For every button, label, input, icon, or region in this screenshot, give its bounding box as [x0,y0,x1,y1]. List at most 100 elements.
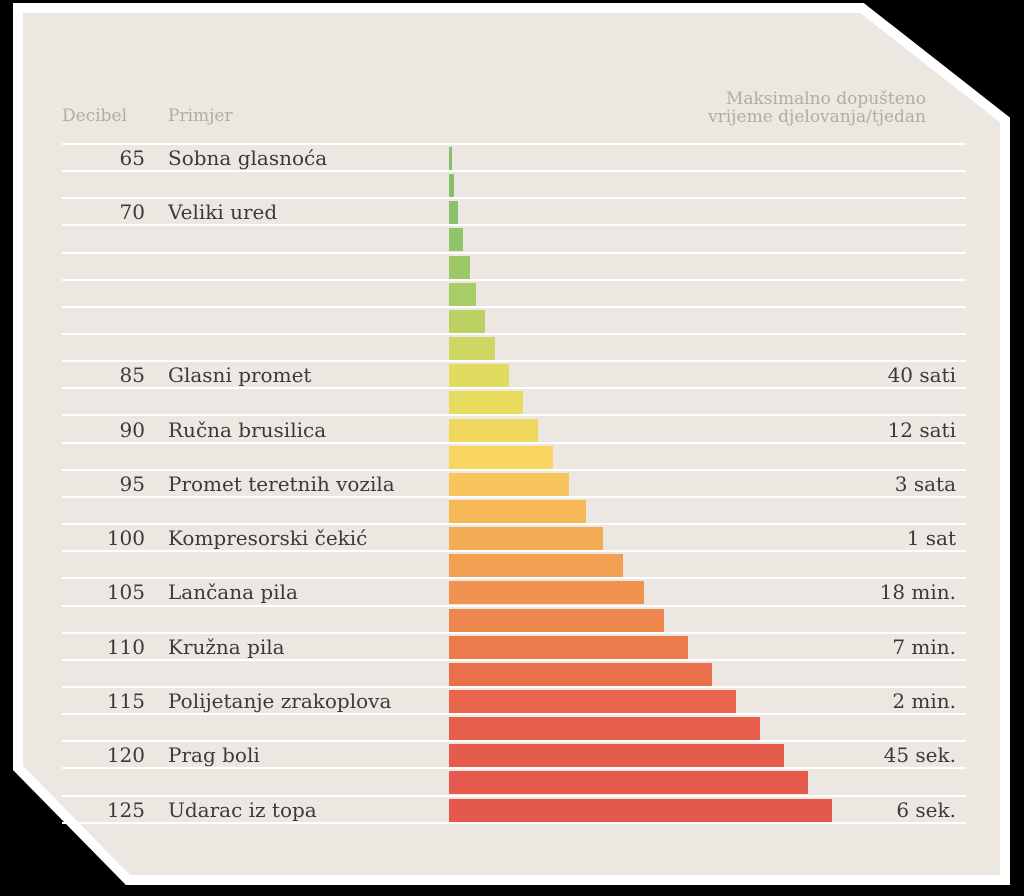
row-separator [62,740,966,743]
chart-row [0,172,1024,200]
row-separator [62,495,966,498]
chart-row [0,607,1024,634]
chart-row: 85 Glasni promet 40 sati [0,362,1024,390]
chart-row [0,226,1024,254]
max-time-label: 7 min. [892,634,956,659]
bar [449,554,623,578]
max-time-label: 18 min. [879,580,956,605]
bar [449,608,664,632]
row-separator [62,441,966,444]
chart-row [0,661,1024,688]
chart-row [0,769,1024,797]
bar [449,364,509,388]
row-separator [62,658,966,661]
bar [449,744,784,768]
chart-row: 105 Lančana pila 18 min. [0,579,1024,607]
decibel-label: 100 [106,526,145,551]
row-separator [62,197,966,200]
row-separator [62,685,966,688]
row-separator [62,360,966,363]
decibel-label: 120 [106,743,145,768]
row-separator [62,305,966,308]
chart-row: 120 Prag boli 45 sek. [0,742,1024,770]
row-separator [62,631,966,634]
row-separator [62,278,966,281]
chart-row: 115 Polijetanje zrakoplova 2 min. [0,688,1024,716]
example-label: Sobna glasnoća [168,146,328,170]
max-time-label: 40 sati [887,363,956,388]
bar [449,391,523,415]
decibel-label: 115 [106,689,145,713]
chart-row: 65 Sobna glasnoća [0,145,1024,173]
example-label: Promet teretnih vozila [168,471,395,496]
bar [449,174,454,198]
row-separator [62,794,966,797]
bar [449,418,538,442]
chart-row [0,335,1024,363]
example-label: Kružna pila [168,634,285,659]
bar [449,228,463,252]
bar [449,662,712,686]
chart-row: 95 Promet teretnih vozila 3 sata [0,471,1024,498]
row-separator [62,414,966,417]
decibel-label: 90 [119,417,145,442]
chart-row: 90 Ručna brusilica 12 sati [0,417,1024,444]
bar [449,472,569,496]
row-separator [62,523,966,526]
chart-row [0,444,1024,471]
row-separator [62,170,966,173]
row-separator [62,577,966,580]
chart-row [0,281,1024,308]
bar [449,581,644,605]
row-separator [62,550,966,553]
chart-row [0,254,1024,281]
bar [449,201,458,225]
bar [449,717,760,741]
row-separator [62,143,966,145]
chart-row [0,389,1024,417]
example-label: Kompresorski čekić [168,526,368,551]
chart-row [0,552,1024,580]
header-max-time: Maksimalno dopušteno vrijeme djelovanja/… [708,90,926,126]
bar [449,337,495,361]
example-label: Veliki ured [168,200,278,225]
bar [449,445,553,469]
decibel-label: 125 [106,797,145,822]
bar [449,798,832,822]
example-label: Udarac iz topa [168,797,317,822]
bar [449,309,485,333]
bar [449,282,476,306]
max-time-label: 6 sek. [896,797,956,822]
example-label: Lančana pila [168,580,298,605]
row-separator [62,767,966,770]
chart-row [0,308,1024,336]
header-example: Primjer [168,106,233,126]
max-time-label: 3 sata [894,471,956,496]
row-separator [62,224,966,227]
decibel-label: 65 [119,146,145,170]
header-max-time-line1: Maksimalno dopušteno [725,89,926,109]
row-separator [62,251,966,254]
chart-row [0,715,1024,743]
example-label: Ručna brusilica [168,417,327,442]
example-label: Polijetanje zrakoplova [168,689,392,713]
chart-row: 100 Kompresorski čekić 1 sat [0,525,1024,553]
chart-row: 125 Udarac iz topa 6 sek. [0,797,1024,824]
max-time-label: 12 sati [887,417,956,442]
bar [449,771,808,795]
bar [449,635,688,659]
bar [449,690,736,713]
header-decibel: Decibel [62,106,128,126]
decibel-label: 105 [106,580,145,605]
decibel-label: 95 [119,471,145,496]
bar [449,147,452,170]
row-separator [62,333,966,336]
chart-row [0,498,1024,526]
row-separator [62,468,966,471]
max-time-label: 1 sat [906,526,956,551]
decibel-label: 70 [119,200,145,225]
row-separator [62,387,966,390]
row-separator [62,604,966,607]
